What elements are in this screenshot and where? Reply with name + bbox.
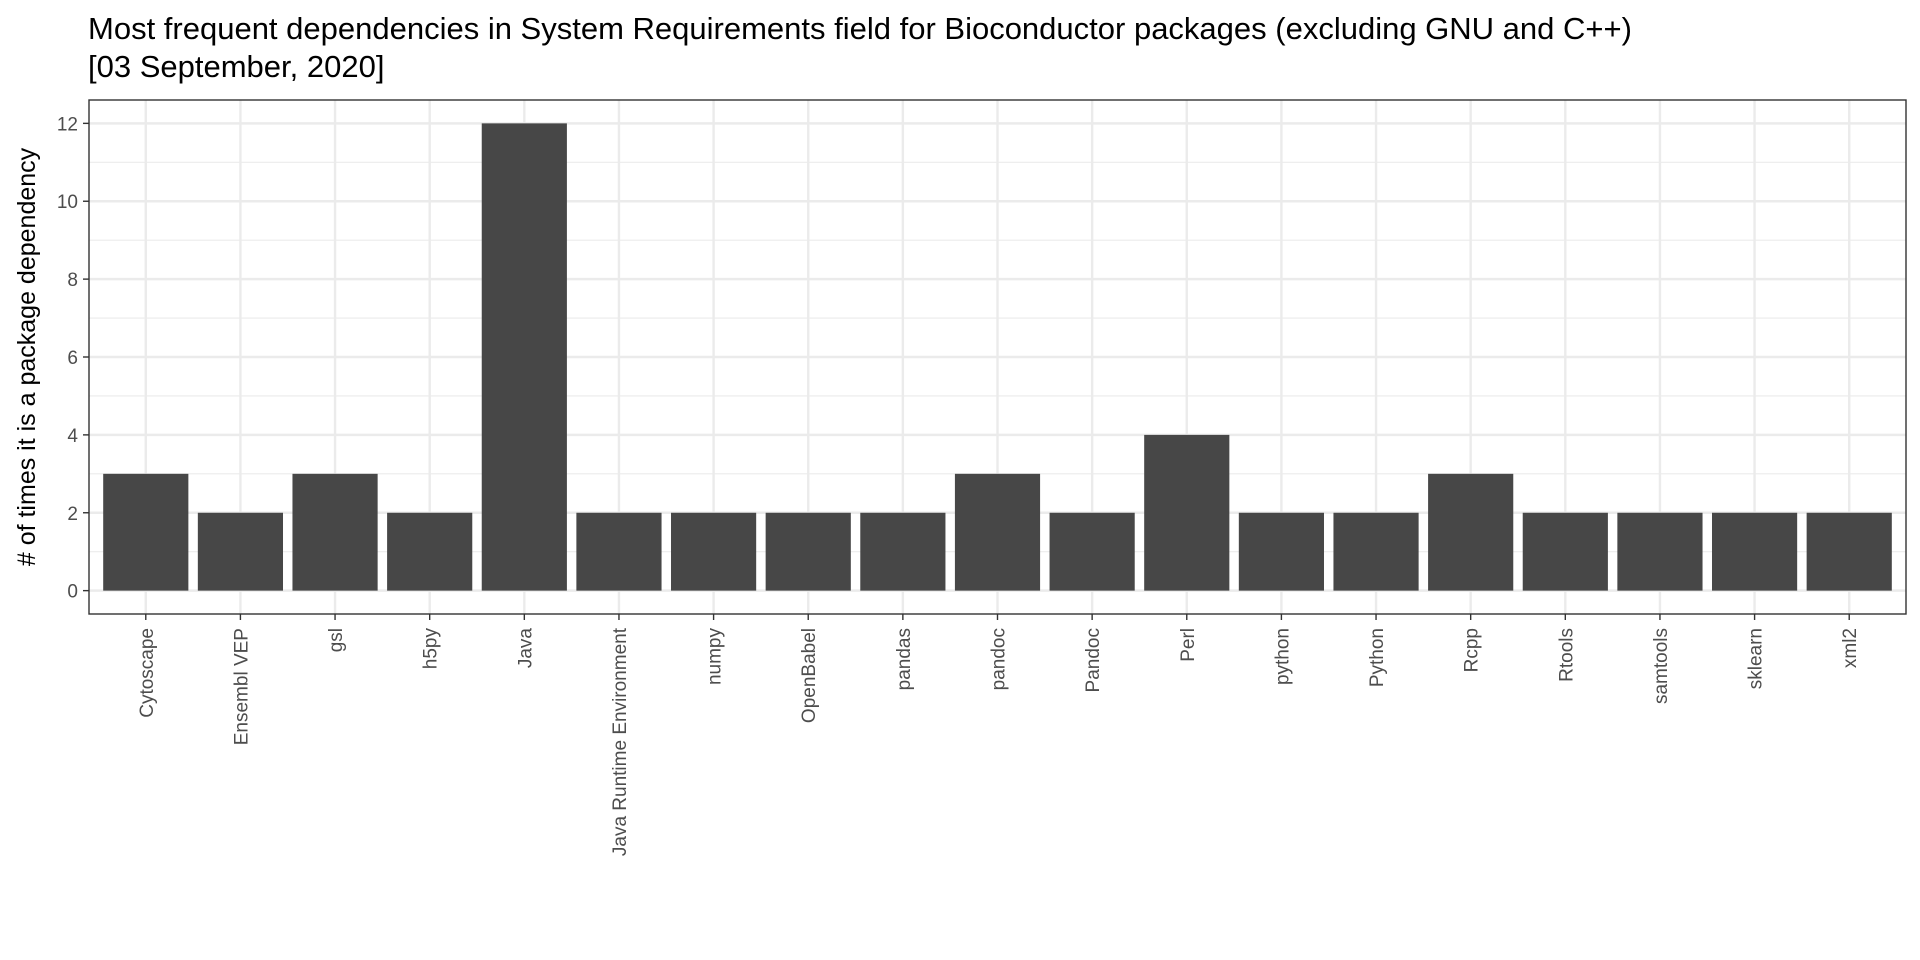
bar-rtools xyxy=(1522,512,1608,591)
y-axis: 0 2 4 6 8 10 12 xyxy=(57,114,89,603)
bar-pandoc xyxy=(1049,512,1135,591)
x-tick-label: OpenBabel xyxy=(799,628,820,723)
y-tick-label: 12 xyxy=(57,114,78,135)
y-tick-label: 6 xyxy=(67,348,78,369)
x-tick-label: Cytoscape xyxy=(137,628,158,718)
chart-title-line: Most frequent dependencies in System Req… xyxy=(88,11,1632,46)
bar-gsl xyxy=(292,473,378,591)
y-axis-title: # of times it is a package dependency xyxy=(13,147,41,566)
bar-xml2 xyxy=(1806,512,1892,591)
bar-cytoscape xyxy=(103,473,189,591)
chart-title: Most frequent dependencies in System Req… xyxy=(88,10,1888,86)
x-tick-label: samtools xyxy=(1651,628,1672,704)
x-tick-label: pandoc xyxy=(989,628,1010,690)
chart-subtitle: [03 September, 2020] xyxy=(88,49,385,84)
y-tick-label: 0 xyxy=(67,582,78,603)
x-tick-label: Rcpp xyxy=(1462,628,1483,672)
x-tick-label: pandas xyxy=(894,628,915,690)
y-tick-label: 4 xyxy=(67,426,78,447)
x-axis: Cytoscape Ensembl VEP gsl h5py Java Java Runt… xyxy=(137,614,1861,856)
x-tick-label: Pandoc xyxy=(1083,628,1104,692)
x-tick-label: xml2 xyxy=(1840,628,1861,668)
x-tick-label: Perl xyxy=(1178,628,1199,662)
bar-rcpp xyxy=(1428,473,1514,591)
y-tick-label: 2 xyxy=(67,504,78,525)
bar-pandoc xyxy=(954,473,1041,591)
x-tick-label: sklearn xyxy=(1746,628,1767,689)
bar-java-runtime-environment xyxy=(576,512,662,591)
y-tick-label: 8 xyxy=(67,270,78,291)
x-tick-label: gsl xyxy=(326,628,347,652)
bar-python xyxy=(1333,512,1419,591)
bar-pandas xyxy=(860,512,946,591)
x-tick-label: Python xyxy=(1367,628,1388,687)
bar-perl xyxy=(1144,434,1230,591)
bar-ensembl-vep xyxy=(197,512,284,591)
bar-samtools xyxy=(1617,512,1703,591)
y-tick-label: 10 xyxy=(57,192,78,213)
bars xyxy=(103,123,1892,591)
bar-java xyxy=(481,123,567,591)
x-tick-label: Ensembl VEP xyxy=(231,628,252,745)
bar-python xyxy=(1238,512,1324,591)
bar-openbabel xyxy=(765,512,851,591)
x-tick-label: python xyxy=(1272,628,1293,685)
x-tick-label: h5py xyxy=(421,628,442,670)
x-tick-label: Java Runtime Environment xyxy=(610,627,631,856)
bar-numpy xyxy=(671,512,757,591)
x-tick-label: Java xyxy=(515,628,536,669)
x-tick-label: numpy xyxy=(705,628,726,686)
bar-sklearn xyxy=(1711,512,1798,591)
bar-h5py xyxy=(387,512,473,591)
x-tick-label: Rtools xyxy=(1556,628,1577,682)
